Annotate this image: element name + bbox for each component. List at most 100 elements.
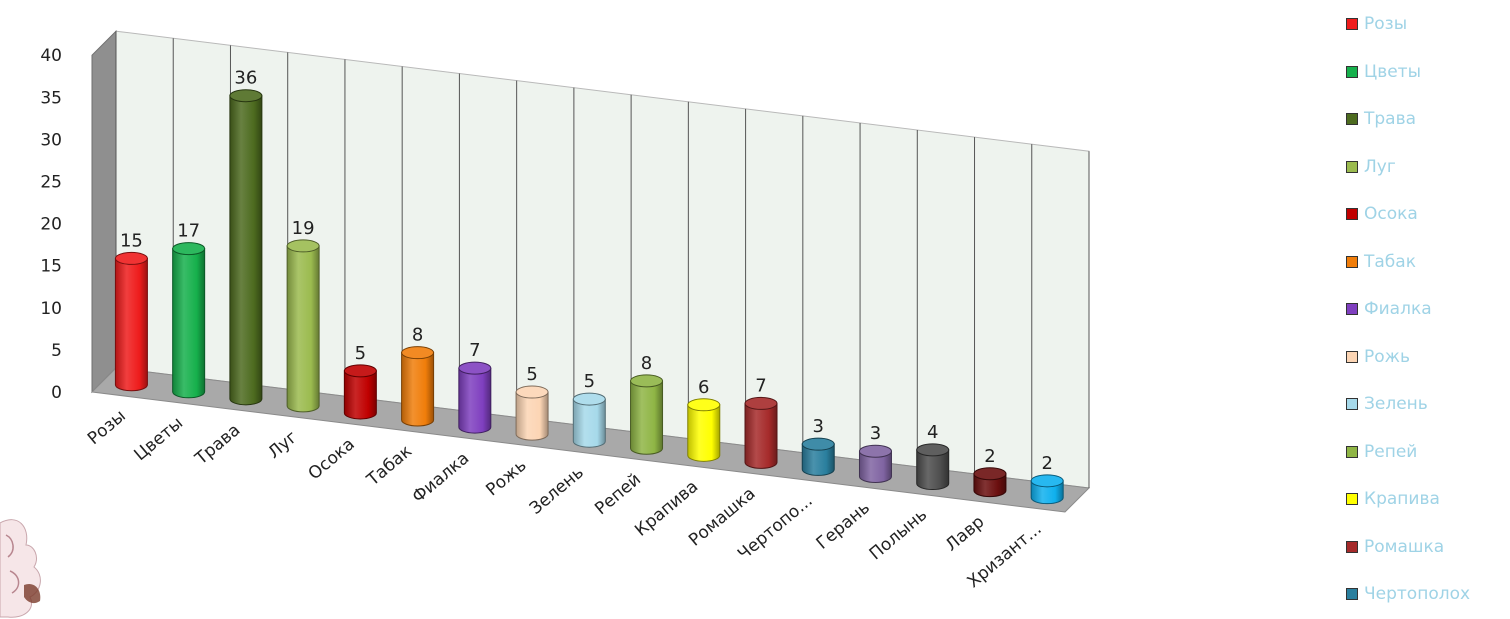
y-tick-label: 25 <box>40 173 62 193</box>
legend-item: Репей <box>1346 441 1417 463</box>
legend-label: Луг <box>1364 156 1396 177</box>
bar-top <box>744 396 778 410</box>
bar-top <box>458 361 492 375</box>
bar-top <box>114 251 148 265</box>
legend-label: Крапива <box>1364 489 1440 509</box>
y-tick-label: 40 <box>40 46 62 66</box>
legend-swatch <box>1346 493 1358 505</box>
bar-top <box>515 385 549 399</box>
legend-item: Фиалка <box>1346 298 1432 320</box>
bar-8 <box>515 385 549 441</box>
legend-item: Трава <box>1346 108 1416 130</box>
bar-9 <box>572 392 606 448</box>
legend-swatch <box>1346 350 1358 363</box>
bar-body <box>858 450 892 483</box>
legend-swatch <box>1346 65 1358 78</box>
data-label: 4 <box>927 422 938 443</box>
x-tick-label: Луг <box>264 427 301 463</box>
bar-body <box>401 352 435 427</box>
bar-4 <box>286 239 320 413</box>
legend-label: Зелень <box>1364 394 1428 414</box>
legend-swatch <box>1346 160 1358 173</box>
x-tick-label: Трава <box>191 420 244 469</box>
legend-swatch <box>1346 445 1358 458</box>
data-label: 2 <box>1041 453 1052 474</box>
data-label: 7 <box>469 340 480 361</box>
x-tick-label: Рожь <box>482 455 530 500</box>
data-label: 5 <box>355 343 366 364</box>
x-tick-label: Лавр <box>942 512 989 556</box>
bar-6 <box>401 346 435 427</box>
bar-top <box>687 398 721 412</box>
bar-body <box>916 449 950 491</box>
legend-item: Ромашка <box>1346 536 1444 558</box>
legend-item: Луг <box>1346 156 1396 178</box>
bar-body <box>172 248 206 399</box>
legend-label: Фиалка <box>1364 299 1432 319</box>
x-tick-label: Репей <box>591 470 645 520</box>
y-tick-label: 10 <box>40 299 62 319</box>
bar-body <box>515 391 549 441</box>
legend-label: Осока <box>1364 204 1418 224</box>
bar-body <box>572 398 606 448</box>
x-tick-label: Цветы <box>131 413 188 465</box>
legend-swatch <box>1346 18 1358 30</box>
legend-label: Рожь <box>1364 346 1410 367</box>
flower-decoration <box>0 519 41 618</box>
legend-item: Рожь <box>1346 346 1410 368</box>
legend-item: Зелень <box>1346 393 1428 415</box>
legend-item: Осока <box>1346 203 1418 225</box>
bar-body <box>229 95 263 406</box>
bar-15 <box>916 443 950 491</box>
bar-body <box>286 245 320 413</box>
bar-body <box>114 257 148 392</box>
legend-swatch <box>1346 398 1358 410</box>
bar-top <box>916 443 950 457</box>
bar-13 <box>801 437 835 476</box>
legend-swatch <box>1346 113 1358 125</box>
data-label: 19 <box>292 218 315 239</box>
y-tick-label: 5 <box>51 341 62 361</box>
bar-top <box>401 346 435 360</box>
legend-label: Табак <box>1364 251 1416 272</box>
bar-top <box>973 467 1007 481</box>
y-tick-label: 35 <box>40 88 62 108</box>
y-tick-label: 15 <box>40 257 62 277</box>
legend-label: Трава <box>1364 109 1417 129</box>
bar-top <box>229 89 263 103</box>
legend-swatch <box>1346 588 1358 600</box>
legend-label: Ромашка <box>1364 536 1445 557</box>
chart-side-wall <box>91 29 117 394</box>
x-tick-label: Герань <box>813 498 874 554</box>
x-tick-label: Розы <box>84 406 130 449</box>
bar-body <box>687 404 721 462</box>
legend-label: Чертополох <box>1364 584 1471 604</box>
data-label: 5 <box>584 371 595 392</box>
legend-item: Цветы <box>1346 61 1421 83</box>
bar-top <box>801 437 835 451</box>
bar-body <box>630 380 664 455</box>
bar-top <box>858 444 892 458</box>
y-tick-label: 30 <box>40 130 62 150</box>
data-label: 7 <box>755 375 766 396</box>
x-tick-label: Полынь <box>866 505 931 564</box>
data-label: 2 <box>984 446 995 467</box>
bar-14 <box>858 444 892 483</box>
bar-body <box>744 402 778 469</box>
legend-label: Цветы <box>1364 61 1422 82</box>
x-tick-label: Табак <box>363 441 416 490</box>
bar-2 <box>172 242 206 399</box>
x-tick-label: Фиалка <box>409 448 474 507</box>
bar-11 <box>687 398 721 462</box>
bar-7 <box>458 361 492 434</box>
bar-10 <box>630 374 664 455</box>
legend-swatch <box>1346 540 1358 553</box>
y-tick-label: 0 <box>51 383 62 403</box>
legend-item: Розы <box>1346 13 1407 35</box>
bar-5 <box>343 364 377 420</box>
bar-top <box>286 239 320 253</box>
bar-top <box>630 374 664 388</box>
x-tick-label: Осока <box>305 434 359 484</box>
data-label: 36 <box>234 68 257 89</box>
